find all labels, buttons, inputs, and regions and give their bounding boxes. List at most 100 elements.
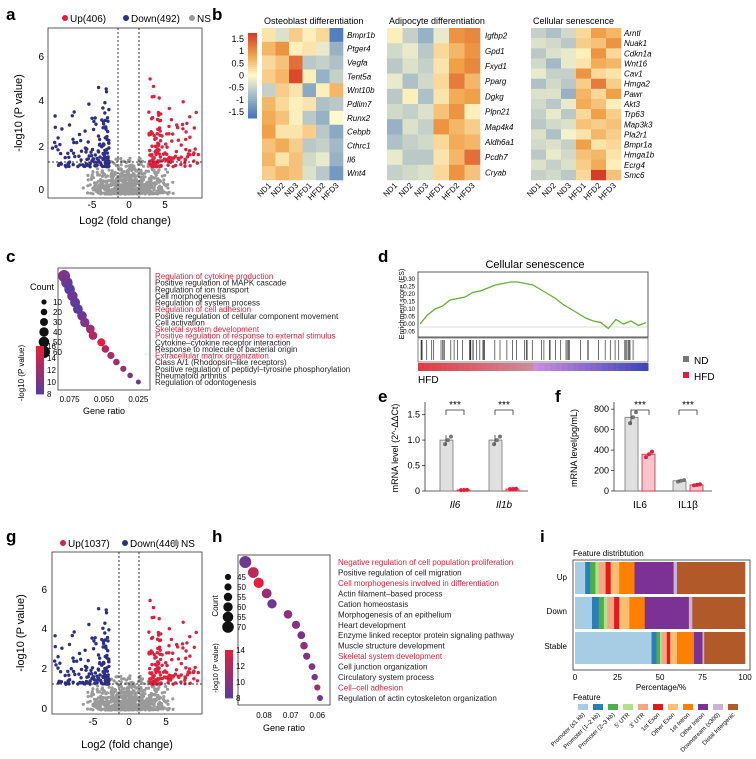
down-point (87, 672, 91, 676)
legend-up-label: Up(1037) (68, 539, 110, 550)
heatmap-cell (302, 152, 317, 167)
ns-point (109, 677, 113, 681)
heatmap-cell (576, 169, 592, 181)
heatmap-cell (576, 119, 592, 130)
ns-point (146, 165, 150, 169)
heatmap-cell (329, 69, 344, 84)
up-point (151, 605, 156, 610)
ribbon-segment (492, 363, 499, 371)
color-legend-segment (225, 676, 233, 680)
down-point (83, 648, 87, 652)
ns-point (132, 178, 136, 182)
ns-point (121, 187, 125, 191)
feature-segment (619, 562, 635, 594)
count-legend-value: 30 (53, 318, 62, 327)
up-point (165, 145, 169, 149)
x-tick: Il1b (496, 500, 513, 511)
ns-point (100, 169, 104, 173)
up-point (154, 152, 158, 157)
up-point (155, 117, 160, 122)
up-point (184, 649, 188, 653)
rank-ribbon (418, 363, 649, 371)
heatmap-cell (591, 139, 607, 150)
up-point (148, 666, 152, 671)
down-point (78, 680, 82, 685)
heatmap-cell (576, 28, 592, 39)
down-point (104, 644, 108, 648)
colorbar-segment (248, 105, 257, 108)
up-point (158, 155, 163, 159)
gene-label: Bmpr1b (347, 31, 376, 40)
up-point (179, 661, 183, 666)
ns-point (152, 703, 156, 708)
heatmap-cell (433, 58, 450, 74)
down-point (106, 649, 110, 653)
gene-label: Arntl (623, 29, 641, 38)
down-point (92, 119, 96, 124)
down-point (101, 126, 105, 130)
ns-point (139, 692, 143, 696)
up-point (174, 668, 179, 672)
heatmap-cell (591, 119, 607, 130)
ns-point (148, 186, 152, 190)
heatmap-cell (546, 38, 562, 49)
down-point (84, 668, 88, 672)
ns-point (114, 688, 118, 692)
hfd-point (698, 482, 702, 487)
ns-point (129, 684, 133, 688)
up-point (147, 133, 151, 137)
nd-bar (624, 416, 639, 492)
ns-point (86, 191, 90, 195)
up-point (160, 134, 164, 138)
up-point (179, 673, 183, 677)
heatmap-cell (302, 110, 317, 125)
ns-point (150, 168, 155, 172)
term-label: Cell morphogenesis (155, 292, 226, 301)
ns-point (171, 697, 175, 701)
down-point (60, 646, 64, 650)
legend-swatch (653, 704, 663, 710)
color-legend-tick: 14 (47, 354, 56, 363)
down-point (106, 673, 110, 677)
up-point (185, 121, 189, 126)
heatmap-cell (387, 73, 403, 90)
heatmap-cell (546, 159, 562, 171)
heatmap-cell (302, 28, 317, 43)
ns-point (81, 186, 85, 190)
down-point (86, 140, 90, 144)
up-point (153, 678, 158, 682)
heatmap-cell (289, 28, 303, 43)
ns-point (92, 704, 96, 708)
heatmap-cell (576, 109, 592, 120)
colorbar-segment (248, 47, 257, 51)
down-point (79, 138, 83, 143)
ns-point (134, 192, 138, 196)
up-point (176, 156, 180, 161)
term-label: Muscle structure development (338, 642, 445, 651)
heatmap-cell (606, 159, 622, 171)
color-legend-tick: 14 (236, 646, 245, 655)
significance-stars: *** (498, 400, 510, 411)
up-point (184, 147, 188, 152)
gene-hits (420, 340, 634, 360)
y-tick: 4 (41, 624, 47, 635)
heatmap-cell (591, 129, 607, 140)
heatmap-cell (433, 119, 450, 135)
heatmap-cell (433, 43, 450, 59)
up-point (188, 164, 192, 168)
term-dot (261, 588, 272, 599)
down-point (94, 642, 98, 646)
ribbon-segment (579, 363, 586, 371)
heatmap-cell (561, 149, 577, 160)
heatmap-cell (576, 88, 592, 100)
group-label: HFD (418, 375, 439, 386)
ns-point (130, 680, 134, 684)
up-point (179, 162, 183, 167)
up-point (147, 652, 151, 656)
up-point (152, 615, 156, 619)
x-axis-label: Log2 (fold change) (79, 215, 171, 227)
heatmap-cell (402, 119, 419, 135)
ns-point (165, 170, 170, 174)
up-point (152, 94, 156, 99)
ribbon-segment (625, 363, 632, 371)
